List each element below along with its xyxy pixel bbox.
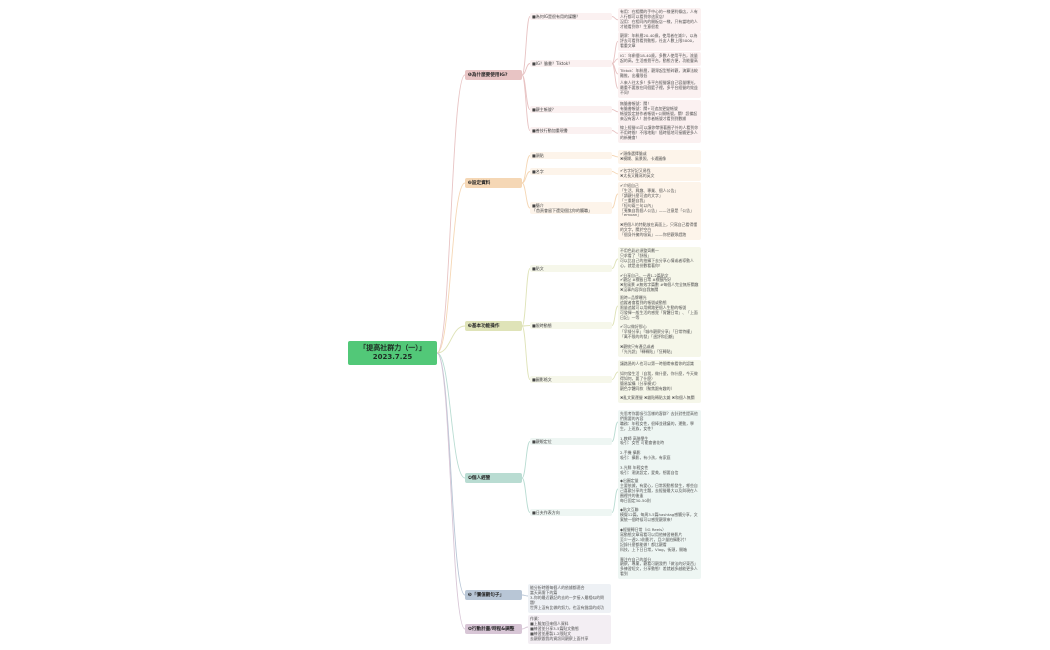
note-node[interactable]: 人來人往太多！多平台經營讓自己容量爆光，最重不要放在同個籃子裡，多平台經營的效益… (618, 79, 701, 98)
connector-line (436, 352, 466, 479)
note-node[interactable]: IG：年齡層18-40歲，多數人使用平台，流量起的高，生活感覺平台，動態方便，功… (618, 52, 701, 66)
note-node[interactable]: ◆出圖定量 主要依據，有愛心，日常照動態發生，哪些自己喜歡分享的主題，去經營最大… (618, 477, 701, 580)
note-node[interactable]: 觀眾：年齡層20-40歲，使用者在減少，以為評去可看到看到動態，社友人數上限50… (618, 32, 701, 51)
connector-line (611, 130, 619, 134)
subtopic-node[interactable]: ■限時動態 (530, 322, 612, 329)
branch-node[interactable]: ❹個人經營 (465, 473, 522, 483)
connector-line (521, 594, 529, 597)
note-node[interactable]: 無臉書帳號：關！ 有臉書帳號：關+可追加更變帳號 帳號設定創作者帳號+公開帳號，… (618, 100, 701, 124)
connector-line (521, 626, 529, 630)
branch-node[interactable]: ❸基本功能操作 (465, 321, 522, 331)
note-node[interactable]: 有用：在相關的手中心的一樣便利條店，人有人行都可以看到你這家店！ 沒用：在相同內… (618, 8, 701, 32)
connector-line (521, 16, 531, 76)
connector-line (611, 305, 619, 326)
subtopic-node[interactable]: ■日夫作表方向 (530, 509, 612, 516)
connector-line (436, 74, 466, 354)
connector-line (611, 171, 619, 175)
connector-line (436, 182, 466, 354)
subtopic-node[interactable]: ■觀主帳號？ (530, 106, 612, 113)
root-node[interactable]: 「提高社群力（一）」 2023.7.25 (348, 341, 437, 365)
connector-line (611, 488, 619, 513)
connector-line (521, 441, 531, 479)
note-node[interactable]: 讓路過的人也可以第一時間帶來看你的認識 如何發生活（自我，做什麼，你什麼，今天做… (618, 360, 701, 404)
subtopic-node[interactable]: ■名字 (530, 168, 612, 175)
connector-line (611, 155, 619, 158)
connector-line (611, 109, 619, 113)
note-node[interactable]: 線上經營IG可以讓你帶領著圈子外的人看到你 不用時間！不限地點！隨時隨地可接觸更… (618, 124, 701, 143)
connector-line (521, 182, 531, 209)
branch-node[interactable]: ❶為什麼要使用IG? (465, 70, 522, 80)
connector-line (521, 155, 531, 184)
connector-line (436, 352, 466, 630)
connector-line (611, 258, 619, 269)
subtopic-node[interactable]: ■貼文 (530, 265, 612, 272)
note-node[interactable]: 能分析時間每個人的依據都適合 當天高需下的篇 3-你的最近觀記的去的一步接入最相… (528, 584, 611, 613)
branch-node[interactable]: ❷設定資料 (465, 178, 522, 188)
note-node[interactable]: ✔名字好記又易找 ✖太長又難寫的英文 (618, 167, 701, 181)
subtopic-node[interactable]: ■頭貼 (530, 152, 612, 159)
connector-line (521, 477, 531, 513)
root-title: 「提高社群力（一）」 (359, 344, 426, 352)
note-node[interactable]: 作業： ■上臉加回來個人資料 ■練習並分享3-5篇貼文動態 ■練習並產製1-2限… (528, 615, 611, 644)
subtopic-node[interactable]: ■善技行動加重現書 (530, 127, 612, 134)
connector-line (611, 63, 619, 89)
connector-line (611, 193, 619, 209)
connector-line (521, 325, 531, 380)
note-node[interactable]: Tiktok：年齡層，觀眾起型態碎觀，演算法較難推，出權限低 (618, 67, 701, 81)
note-node[interactable]: 限時=品牌曝光 追蹤者會看到的帳號或動態 限量追蹤可以用網路更個人生動的帳號 可… (618, 294, 701, 357)
branch-node[interactable]: ❺「價值觀句子」 (465, 590, 522, 600)
connector-line (521, 74, 531, 131)
root-date: 2023.7.25 (372, 353, 413, 361)
connector-line (521, 325, 531, 327)
note-node[interactable]: ✔頭像選擇臉或 ✖模糊、風景照、卡通圖像 (618, 150, 701, 164)
connector-line (521, 268, 531, 327)
connector-line (521, 171, 531, 184)
connector-line (611, 16, 619, 21)
connector-line (436, 325, 466, 354)
subtopic-node[interactable]: ■簡介 「首頁會留下還見個比你的觸職」 (530, 202, 612, 214)
connector-line (521, 63, 531, 76)
connector-line (611, 421, 619, 442)
subtopic-node[interactable]: ■為何IG是很有用的媒體？ (530, 13, 612, 20)
subtopic-node[interactable]: ■IG？臉書？Tiktok？ (530, 60, 612, 67)
subtopic-node[interactable]: ■圖影格文 (530, 376, 612, 383)
note-node[interactable]: ✔介紹自己 「生活、興趣、專業、個人公告」 「讀觀什麼可追的文字」 「三重聽自我… (618, 182, 701, 240)
note-node[interactable]: 不用色彩必須整齊劃一 只求看了「舒服」 可以比自己的拍攝下去分享心情或者導動人心… (618, 247, 701, 296)
branch-node[interactable]: ❻行動計畫/時程&調整 (465, 624, 522, 634)
note-node[interactable]: 先思考你要吸引怎樣的客群？去針對性提高他們需要的內容 職務：年輕女性，很棒並建議… (618, 410, 701, 478)
connector-line (611, 40, 619, 64)
connector-line (611, 371, 619, 380)
subtopic-node[interactable]: ■觀眼定位 (530, 438, 612, 445)
